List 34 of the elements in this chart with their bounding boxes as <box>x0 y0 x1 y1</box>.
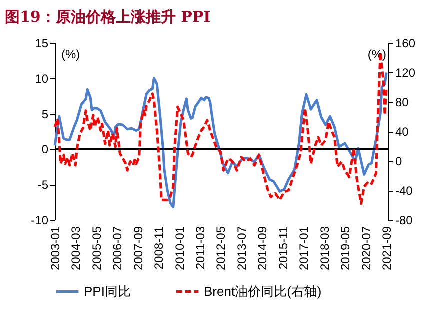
x-tick-label: 2011-03 <box>193 226 208 270</box>
x-tick-label: 2015-11 <box>276 226 290 270</box>
x-tick-label: 2007-09 <box>131 226 146 271</box>
x-tick-label: 2020-07 <box>359 226 374 271</box>
x-tick-label: 2017-01 <box>297 226 312 271</box>
x-tick-label: 2019-05 <box>338 226 353 271</box>
x-tick-label: 2018-03 <box>318 226 332 271</box>
x-tick-label: 2010-01 <box>172 226 187 271</box>
y2-tick-label: 120 <box>396 66 416 80</box>
y2-tick-label: 0 <box>396 154 402 168</box>
x-tick-label: 2004-03 <box>69 226 84 271</box>
y-tick-label: -10 <box>31 214 49 228</box>
x-tick-label: 2008-11 <box>152 226 166 270</box>
y2-tick-label: 80 <box>396 96 410 110</box>
y-tick-label: 0 <box>42 142 49 157</box>
y-tick-label: 10 <box>35 72 49 86</box>
x-tick-label: 2013-07 <box>234 226 249 271</box>
chart-title: 图19：原油价格上涨推升 PPI <box>5 8 211 26</box>
y-tick-label: 15 <box>35 36 49 50</box>
y2-tick-label: 160 <box>396 36 416 50</box>
legend-label: Brent油价同比(右轴) <box>204 284 322 299</box>
x-tick-label: 2014-09 <box>256 226 270 271</box>
x-tick-label: 2006-07 <box>110 226 125 271</box>
x-tick-label: 2005-05 <box>90 226 104 271</box>
y2-tick-label: -80 <box>396 214 414 228</box>
y2-tick-label: 40 <box>396 125 410 139</box>
x-tick-label: 2003-01 <box>48 226 62 271</box>
y-tick-label: 5 <box>42 107 49 122</box>
y-axis-title: (%) <box>62 48 80 62</box>
y2-tick-label: -40 <box>396 184 414 198</box>
x-tick-label: 2021-09 <box>380 226 394 271</box>
legend-label: PPI同比 <box>84 284 131 299</box>
y-tick-label: -5 <box>38 178 49 192</box>
x-tick-label: 2012-05 <box>214 226 228 271</box>
